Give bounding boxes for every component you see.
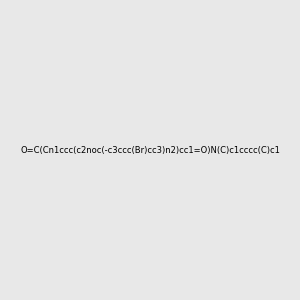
Text: O=C(Cn1ccc(c2noc(-c3ccc(Br)cc3)n2)cc1=O)N(C)c1cccc(C)c1: O=C(Cn1ccc(c2noc(-c3ccc(Br)cc3)n2)cc1=O)…	[20, 146, 280, 154]
